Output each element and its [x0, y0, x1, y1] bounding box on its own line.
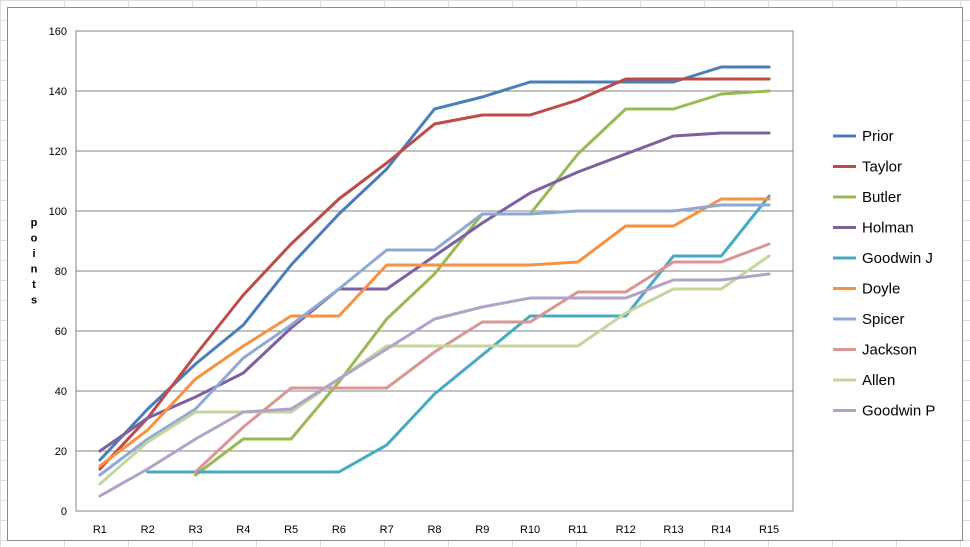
y-axis-label-letter: i	[32, 248, 35, 260]
x-tick-label: R15	[759, 524, 779, 536]
y-axis-label-letter: n	[31, 264, 38, 276]
series-line-butler	[194, 89, 771, 477]
series-line-holman	[98, 131, 771, 453]
legend-entry: Taylor	[862, 159, 902, 176]
x-tick-label: R5	[284, 524, 298, 536]
y-tick-label: 120	[49, 146, 67, 158]
y-tick-label: 140	[49, 86, 67, 98]
x-tick-label: R2	[141, 524, 155, 536]
x-tick-label: R7	[380, 524, 394, 536]
x-tick-label: R4	[236, 524, 250, 536]
x-tick-label: R6	[332, 524, 346, 536]
series-line-spicer	[98, 203, 771, 477]
legend-entry: Butler	[862, 189, 901, 206]
y-tick-label: 100	[49, 206, 67, 218]
x-tick-label: R1	[93, 524, 107, 536]
x-tick-label: R3	[188, 524, 202, 536]
x-tick-label: R13	[663, 524, 683, 536]
legend-entry: Allen	[862, 372, 895, 389]
legend: Prior Taylor Butler Holman Goodwin J Doyle Spi…	[833, 128, 935, 420]
x-axis-ticks: R1 R2 R3 R4 R5 R6 R7 R8 R9 R10 R11 R12 R13 R14 R15	[93, 524, 779, 536]
y-tick-label: 20	[55, 446, 67, 458]
y-tick-label: 160	[49, 26, 67, 38]
legend-entry: Prior	[862, 128, 894, 145]
y-axis-ticks: 0 20 40 60 80 100 120 140 160	[49, 26, 67, 518]
y-tick-label: 40	[55, 386, 67, 398]
y-tick-label: 60	[55, 326, 67, 338]
series-line-prior	[98, 65, 771, 462]
legend-entry: Jackson	[862, 342, 917, 359]
legend-entry: Doyle	[862, 281, 900, 298]
series-line-allen	[98, 254, 771, 486]
x-tick-label: R14	[711, 524, 731, 536]
series-lines	[98, 65, 771, 498]
legend-entry: Holman	[862, 220, 914, 237]
x-tick-label: R9	[475, 524, 489, 536]
y-tick-label: 0	[61, 506, 67, 518]
x-tick-label: R10	[520, 524, 540, 536]
y-axis-label-letter: o	[31, 233, 38, 245]
x-tick-label: R8	[427, 524, 441, 536]
y-tick-label: 80	[55, 266, 67, 278]
legend-entry: Goodwin J	[862, 250, 933, 267]
x-tick-label: R11	[568, 524, 587, 536]
series-line-jackson	[194, 242, 771, 474]
legend-entry: Goodwin P	[862, 403, 935, 420]
gridlines	[75, 30, 794, 512]
series-line-doyle	[98, 197, 771, 468]
x-tick-label: R12	[616, 524, 636, 536]
series-line-taylor	[98, 77, 771, 471]
series-line-goodwin-p	[98, 272, 771, 498]
y-axis-label-letter: p	[31, 217, 38, 229]
y-axis-label-letter: t	[32, 279, 36, 291]
y-axis-label-letter: s	[31, 295, 37, 307]
legend-entry: Spicer	[862, 311, 905, 328]
